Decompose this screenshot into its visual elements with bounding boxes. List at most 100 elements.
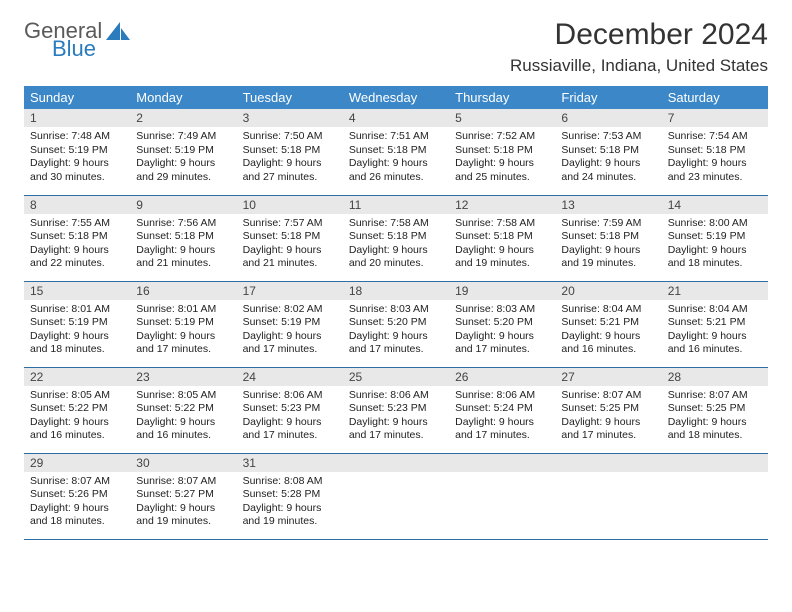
calendar-day-cell: 1Sunrise: 7:48 AMSunset: 5:19 PMDaylight… — [24, 109, 130, 195]
day-body-empty — [555, 472, 661, 532]
day-line-d2: and 16 minutes. — [30, 429, 124, 443]
day-line-ss: Sunset: 5:21 PM — [668, 316, 762, 330]
day-body: Sunrise: 8:06 AMSunset: 5:23 PMDaylight:… — [237, 386, 343, 448]
day-line-sr: Sunrise: 8:04 AM — [668, 303, 762, 317]
calendar-day-cell: 26Sunrise: 8:06 AMSunset: 5:24 PMDayligh… — [449, 367, 555, 453]
day-line-d2: and 18 minutes. — [30, 343, 124, 357]
day-body: Sunrise: 8:07 AMSunset: 5:25 PMDaylight:… — [555, 386, 661, 448]
day-line-ss: Sunset: 5:18 PM — [455, 144, 549, 158]
calendar-day-cell: 5Sunrise: 7:52 AMSunset: 5:18 PMDaylight… — [449, 109, 555, 195]
day-line-ss: Sunset: 5:18 PM — [243, 230, 337, 244]
day-number: 17 — [237, 282, 343, 300]
calendar-week-row: 29Sunrise: 8:07 AMSunset: 5:26 PMDayligh… — [24, 453, 768, 539]
day-number: 6 — [555, 109, 661, 127]
day-number: 30 — [130, 454, 236, 472]
day-number: 31 — [237, 454, 343, 472]
day-body: Sunrise: 8:06 AMSunset: 5:24 PMDaylight:… — [449, 386, 555, 448]
day-body: Sunrise: 8:07 AMSunset: 5:27 PMDaylight:… — [130, 472, 236, 534]
calendar-day-cell: 18Sunrise: 8:03 AMSunset: 5:20 PMDayligh… — [343, 281, 449, 367]
calendar-day-cell — [662, 453, 768, 539]
day-line-d2: and 17 minutes. — [349, 343, 443, 357]
day-line-sr: Sunrise: 8:06 AM — [243, 389, 337, 403]
day-number: 21 — [662, 282, 768, 300]
day-line-sr: Sunrise: 7:56 AM — [136, 217, 230, 231]
day-line-d1: Daylight: 9 hours — [561, 330, 655, 344]
day-line-sr: Sunrise: 7:59 AM — [561, 217, 655, 231]
day-line-ss: Sunset: 5:18 PM — [561, 144, 655, 158]
day-line-d2: and 17 minutes. — [455, 429, 549, 443]
day-line-d1: Daylight: 9 hours — [349, 157, 443, 171]
day-line-ss: Sunset: 5:28 PM — [243, 488, 337, 502]
day-line-ss: Sunset: 5:18 PM — [243, 144, 337, 158]
day-number: 18 — [343, 282, 449, 300]
day-line-d1: Daylight: 9 hours — [243, 502, 337, 516]
day-line-d1: Daylight: 9 hours — [30, 244, 124, 258]
day-number: 11 — [343, 196, 449, 214]
day-line-ss: Sunset: 5:18 PM — [455, 230, 549, 244]
calendar-day-cell: 7Sunrise: 7:54 AMSunset: 5:18 PMDaylight… — [662, 109, 768, 195]
day-line-d2: and 22 minutes. — [30, 257, 124, 271]
calendar-week-row: 22Sunrise: 8:05 AMSunset: 5:22 PMDayligh… — [24, 367, 768, 453]
weekday-header: Saturday — [662, 86, 768, 109]
day-line-ss: Sunset: 5:19 PM — [30, 316, 124, 330]
day-line-d1: Daylight: 9 hours — [455, 244, 549, 258]
day-line-ss: Sunset: 5:20 PM — [455, 316, 549, 330]
day-body: Sunrise: 8:07 AMSunset: 5:25 PMDaylight:… — [662, 386, 768, 448]
day-line-ss: Sunset: 5:18 PM — [136, 230, 230, 244]
day-line-d2: and 17 minutes. — [455, 343, 549, 357]
day-body: Sunrise: 8:04 AMSunset: 5:21 PMDaylight:… — [555, 300, 661, 362]
day-number: 15 — [24, 282, 130, 300]
day-body: Sunrise: 8:05 AMSunset: 5:22 PMDaylight:… — [24, 386, 130, 448]
day-line-d1: Daylight: 9 hours — [561, 416, 655, 430]
day-line-d2: and 18 minutes. — [30, 515, 124, 529]
day-number: 12 — [449, 196, 555, 214]
day-line-sr: Sunrise: 8:05 AM — [136, 389, 230, 403]
day-line-d1: Daylight: 9 hours — [668, 244, 762, 258]
calendar-day-cell: 25Sunrise: 8:06 AMSunset: 5:23 PMDayligh… — [343, 367, 449, 453]
calendar-day-cell: 27Sunrise: 8:07 AMSunset: 5:25 PMDayligh… — [555, 367, 661, 453]
day-number: 13 — [555, 196, 661, 214]
day-line-ss: Sunset: 5:27 PM — [136, 488, 230, 502]
day-line-ss: Sunset: 5:22 PM — [30, 402, 124, 416]
day-line-d1: Daylight: 9 hours — [668, 330, 762, 344]
day-number: 2 — [130, 109, 236, 127]
day-number: 22 — [24, 368, 130, 386]
day-line-sr: Sunrise: 7:52 AM — [455, 130, 549, 144]
day-line-sr: Sunrise: 8:02 AM — [243, 303, 337, 317]
day-line-sr: Sunrise: 8:04 AM — [561, 303, 655, 317]
day-line-ss: Sunset: 5:18 PM — [30, 230, 124, 244]
day-line-d1: Daylight: 9 hours — [136, 244, 230, 258]
day-number-empty — [662, 454, 768, 472]
day-line-ss: Sunset: 5:19 PM — [668, 230, 762, 244]
calendar-day-cell: 8Sunrise: 7:55 AMSunset: 5:18 PMDaylight… — [24, 195, 130, 281]
calendar-day-cell — [449, 453, 555, 539]
day-body: Sunrise: 7:51 AMSunset: 5:18 PMDaylight:… — [343, 127, 449, 189]
day-number: 23 — [130, 368, 236, 386]
day-line-sr: Sunrise: 8:03 AM — [349, 303, 443, 317]
calendar-day-cell: 2Sunrise: 7:49 AMSunset: 5:19 PMDaylight… — [130, 109, 236, 195]
day-line-d1: Daylight: 9 hours — [30, 416, 124, 430]
day-line-ss: Sunset: 5:21 PM — [561, 316, 655, 330]
day-number: 3 — [237, 109, 343, 127]
weekday-header: Friday — [555, 86, 661, 109]
calendar-day-cell: 6Sunrise: 7:53 AMSunset: 5:18 PMDaylight… — [555, 109, 661, 195]
day-line-d2: and 23 minutes. — [668, 171, 762, 185]
day-line-d1: Daylight: 9 hours — [561, 157, 655, 171]
day-line-ss: Sunset: 5:18 PM — [349, 230, 443, 244]
day-line-sr: Sunrise: 8:01 AM — [30, 303, 124, 317]
weekday-header: Thursday — [449, 86, 555, 109]
day-line-d2: and 17 minutes. — [136, 343, 230, 357]
day-number: 19 — [449, 282, 555, 300]
day-line-sr: Sunrise: 8:05 AM — [30, 389, 124, 403]
day-body: Sunrise: 7:56 AMSunset: 5:18 PMDaylight:… — [130, 214, 236, 276]
day-line-ss: Sunset: 5:18 PM — [561, 230, 655, 244]
logo-sail-icon — [106, 22, 132, 45]
day-line-sr: Sunrise: 8:07 AM — [30, 475, 124, 489]
day-line-d2: and 17 minutes. — [349, 429, 443, 443]
day-body: Sunrise: 8:01 AMSunset: 5:19 PMDaylight:… — [24, 300, 130, 362]
day-body: Sunrise: 7:54 AMSunset: 5:18 PMDaylight:… — [662, 127, 768, 189]
calendar-day-cell: 12Sunrise: 7:58 AMSunset: 5:18 PMDayligh… — [449, 195, 555, 281]
day-line-d1: Daylight: 9 hours — [136, 157, 230, 171]
month-title: December 2024 — [510, 18, 768, 52]
day-body: Sunrise: 8:03 AMSunset: 5:20 PMDaylight:… — [449, 300, 555, 362]
